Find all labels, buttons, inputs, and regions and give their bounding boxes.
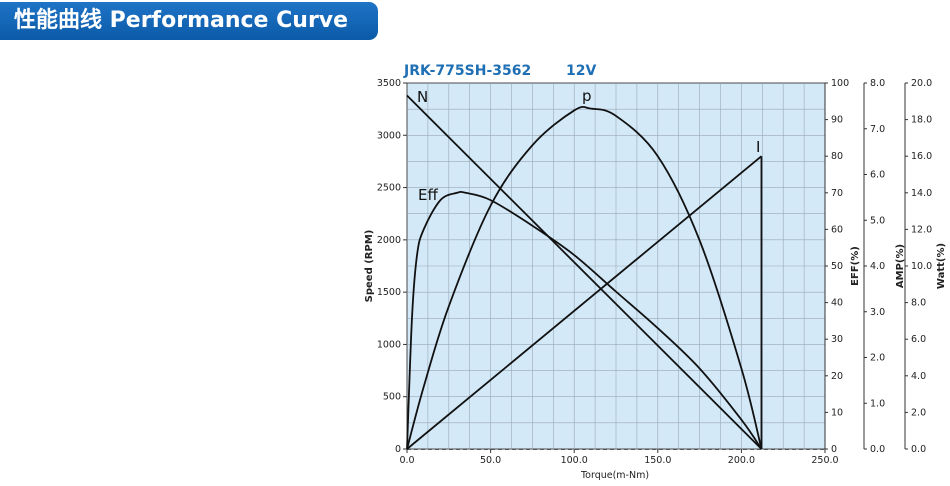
speed-tick-label: 3000: [377, 130, 401, 141]
chart-voltage-label: 12V: [566, 63, 596, 79]
x-tick-label: 150.0: [644, 455, 671, 466]
speed-axis-label: Speed (RPM): [364, 230, 375, 303]
watt-tick-label: 18.0: [911, 115, 932, 126]
watt-tick-label: 0.0: [911, 444, 926, 455]
amp-tick-label: 1.0: [870, 398, 885, 409]
speed-tick-label: 1000: [377, 339, 401, 350]
series-eff-label: Eff: [418, 186, 438, 204]
series-eff-line: [406, 190, 763, 450]
series-p-label: p: [582, 87, 592, 105]
series-i-line: [406, 155, 763, 450]
speed-tick-label: 0: [395, 444, 401, 455]
amp-tick-label: 2.0: [870, 353, 885, 364]
eff-axis-label: EFF(%): [850, 246, 861, 286]
chart-model-label: JRK-775SH-3562: [403, 63, 531, 79]
eff-tick-label: 40: [831, 298, 843, 309]
watt-tick-label: 4.0: [911, 371, 926, 382]
x-tick-label: 250.0: [811, 455, 838, 466]
speed-tick-label: 1500: [377, 287, 401, 298]
amp-tick-label: 4.0: [870, 261, 885, 272]
watt-tick-label: 12.0: [911, 224, 932, 235]
eff-tick-label: 10: [831, 407, 843, 418]
x-tick-label: 50.0: [480, 455, 501, 466]
speed-tick-label: 3500: [377, 78, 401, 89]
amp-tick-label: 8.0: [870, 78, 885, 89]
series-n-label: N: [417, 88, 428, 106]
series-n-line: [406, 94, 763, 450]
amp-tick-label: 3.0: [870, 307, 885, 318]
watt-tick-label: 14.0: [911, 188, 932, 199]
watt-tick-label: 10.0: [911, 261, 932, 272]
watt-tick-label: 16.0: [911, 151, 932, 162]
x-tick-label: 200.0: [728, 455, 755, 466]
amp-tick-label: 0.0: [870, 444, 885, 455]
eff-tick-label: 30: [831, 334, 843, 345]
watt-axis-label: Watt(%): [936, 243, 947, 289]
watt-tick-label: 6.0: [911, 334, 926, 345]
speed-tick-label: 2000: [377, 235, 401, 246]
x-axis-label: Torque(m-Nm): [580, 470, 649, 481]
watt-tick-label: 20.0: [911, 78, 932, 89]
eff-tick-label: 90: [831, 115, 843, 126]
eff-tick-label: 70: [831, 188, 843, 199]
eff-tick-label: 20: [831, 371, 843, 382]
amp-tick-label: 7.0: [870, 124, 885, 135]
amp-tick-label: 6.0: [870, 170, 885, 181]
eff-tick-label: 60: [831, 224, 843, 235]
eff-tick-label: 0: [831, 444, 837, 455]
speed-tick-label: 2500: [377, 183, 401, 194]
plot-area: 0.0 50.0 100.0 150.0 200.0 250.00500100015002…: [364, 78, 947, 466]
eff-tick-label: 50: [831, 261, 843, 272]
series-p-line: [406, 106, 763, 450]
x-tick-label: 0.0: [399, 455, 414, 466]
amp-axis-label: AMP(%): [895, 244, 906, 288]
watt-tick-label: 2.0: [911, 407, 926, 418]
x-tick-label: 100.0: [561, 455, 588, 466]
watt-tick-label: 8.0: [911, 298, 926, 309]
page-title: 性能曲线 Performance Curve: [0, 2, 378, 40]
speed-tick-label: 500: [383, 392, 401, 403]
eff-tick-label: 80: [831, 151, 843, 162]
eff-tick-label: 100: [831, 78, 849, 89]
amp-tick-label: 5.0: [870, 215, 885, 226]
series-i-label: I: [756, 138, 760, 156]
